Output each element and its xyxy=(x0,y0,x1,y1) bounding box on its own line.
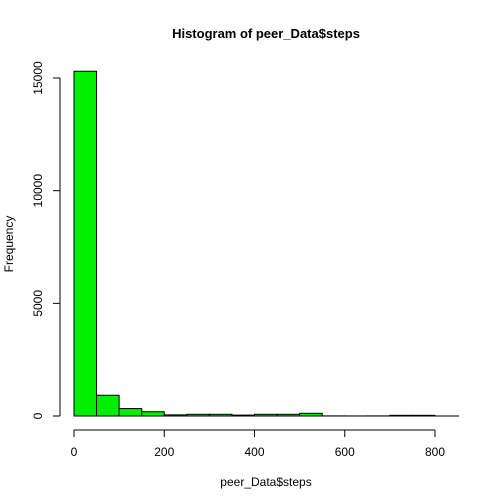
y-tick-label: 10000 xyxy=(31,174,45,208)
histogram-bar xyxy=(73,70,98,417)
histogram-bar xyxy=(141,411,165,417)
x-tick-label: 800 xyxy=(425,445,445,459)
histogram-bar xyxy=(118,408,143,417)
chart-title: Histogram of peer_Data$steps xyxy=(172,26,360,41)
bars xyxy=(73,70,459,417)
x-axis-label: peer_Data$steps xyxy=(220,475,311,489)
x-tick-label: 200 xyxy=(154,445,174,459)
y-axis: 0 5000 10000 15000 xyxy=(31,61,61,419)
x-axis: 0 200 400 600 800 xyxy=(71,429,445,459)
y-tick-label: 5000 xyxy=(31,290,45,317)
x-tick-label: 0 xyxy=(71,445,78,459)
y-tick-label: 15000 xyxy=(31,61,45,95)
x-tick-label: 400 xyxy=(244,445,264,459)
y-tick-label: 0 xyxy=(31,412,45,419)
y-axis-label: Frequency xyxy=(2,216,16,273)
histogram-bar xyxy=(96,394,120,417)
x-tick-label: 600 xyxy=(335,445,355,459)
